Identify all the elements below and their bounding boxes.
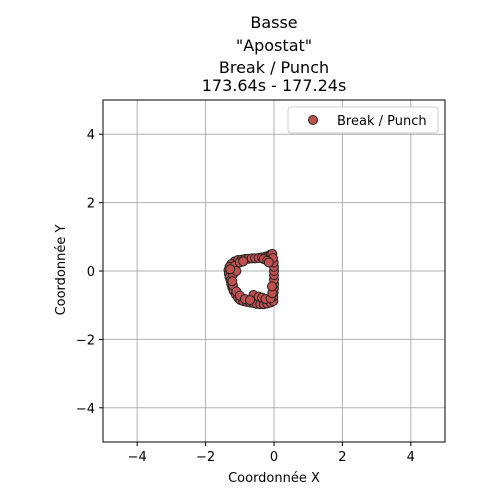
y-tick-label-4: 4 bbox=[87, 128, 95, 143]
x-tick-label-0: −4 bbox=[128, 450, 147, 465]
chart-title: Basse "Apostat" Break / Punch 173.64s - … bbox=[202, 13, 347, 95]
x-axis-label: Coordonnée X bbox=[228, 471, 320, 486]
title-line-2: "Apostat" bbox=[236, 36, 312, 55]
grid-lines bbox=[103, 100, 445, 442]
legend-marker bbox=[308, 115, 318, 125]
x-tick-label-4: 4 bbox=[407, 450, 415, 465]
y-tick-label-3: 2 bbox=[87, 197, 95, 212]
title-line-1: Basse bbox=[250, 13, 297, 32]
legend-label: Break / Punch bbox=[337, 114, 427, 129]
scatter-point-0-64 bbox=[245, 295, 256, 306]
x-tick-label-2: 0 bbox=[270, 450, 278, 465]
x-tick-label-1: −2 bbox=[196, 450, 215, 465]
scatter-point-0-65 bbox=[227, 276, 238, 287]
y-axis-ticks: −4 −2 0 2 4 bbox=[76, 128, 103, 417]
scatter-point-0-66 bbox=[225, 264, 236, 275]
legend-box bbox=[287, 106, 439, 134]
title-line-3: Break / Punch bbox=[219, 58, 329, 77]
y-tick-label-2: 0 bbox=[87, 265, 95, 280]
y-axis-label: Coordonnée Y bbox=[54, 225, 69, 316]
title-line-4: 173.64s - 177.24s bbox=[202, 76, 347, 95]
scatter-point-0-49 bbox=[238, 256, 249, 267]
scatter-point-0-59 bbox=[266, 281, 277, 292]
scatter-point-0-52 bbox=[263, 257, 274, 268]
legend: Break / Punch bbox=[287, 106, 439, 134]
x-tick-label-3: 2 bbox=[338, 450, 346, 465]
data-points bbox=[223, 248, 279, 310]
plot-area bbox=[102, 99, 446, 443]
y-tick-label-0: −4 bbox=[76, 402, 95, 417]
y-tick-label-1: −2 bbox=[76, 333, 95, 348]
x-axis-ticks: −4 −2 0 2 4 bbox=[128, 442, 415, 465]
